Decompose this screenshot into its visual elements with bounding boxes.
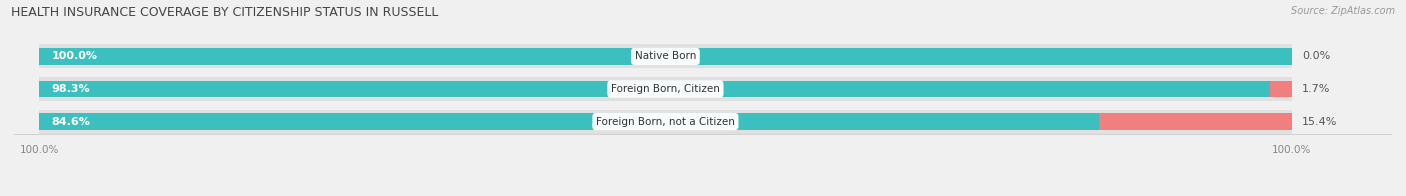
Text: 0.0%: 0.0%: [1302, 51, 1330, 62]
Bar: [39, 113, 1099, 130]
Legend: With Coverage, Without Coverage: With Coverage, Without Coverage: [596, 194, 810, 196]
Bar: [1099, 113, 1292, 130]
Bar: [39, 77, 1292, 101]
Text: 15.4%: 15.4%: [1302, 117, 1337, 127]
Text: Foreign Born, Citizen: Foreign Born, Citizen: [612, 84, 720, 94]
Text: 98.3%: 98.3%: [52, 84, 90, 94]
Bar: [39, 81, 1271, 97]
Bar: [39, 48, 1292, 65]
Text: Source: ZipAtlas.com: Source: ZipAtlas.com: [1291, 6, 1395, 16]
Text: 84.6%: 84.6%: [52, 117, 90, 127]
Bar: [39, 44, 1292, 68]
Bar: [39, 110, 1292, 134]
Bar: [1271, 81, 1292, 97]
Text: Native Born: Native Born: [634, 51, 696, 62]
Text: 1.7%: 1.7%: [1302, 84, 1330, 94]
Text: 100.0%: 100.0%: [52, 51, 97, 62]
Text: HEALTH INSURANCE COVERAGE BY CITIZENSHIP STATUS IN RUSSELL: HEALTH INSURANCE COVERAGE BY CITIZENSHIP…: [11, 6, 439, 19]
Text: Foreign Born, not a Citizen: Foreign Born, not a Citizen: [596, 117, 735, 127]
